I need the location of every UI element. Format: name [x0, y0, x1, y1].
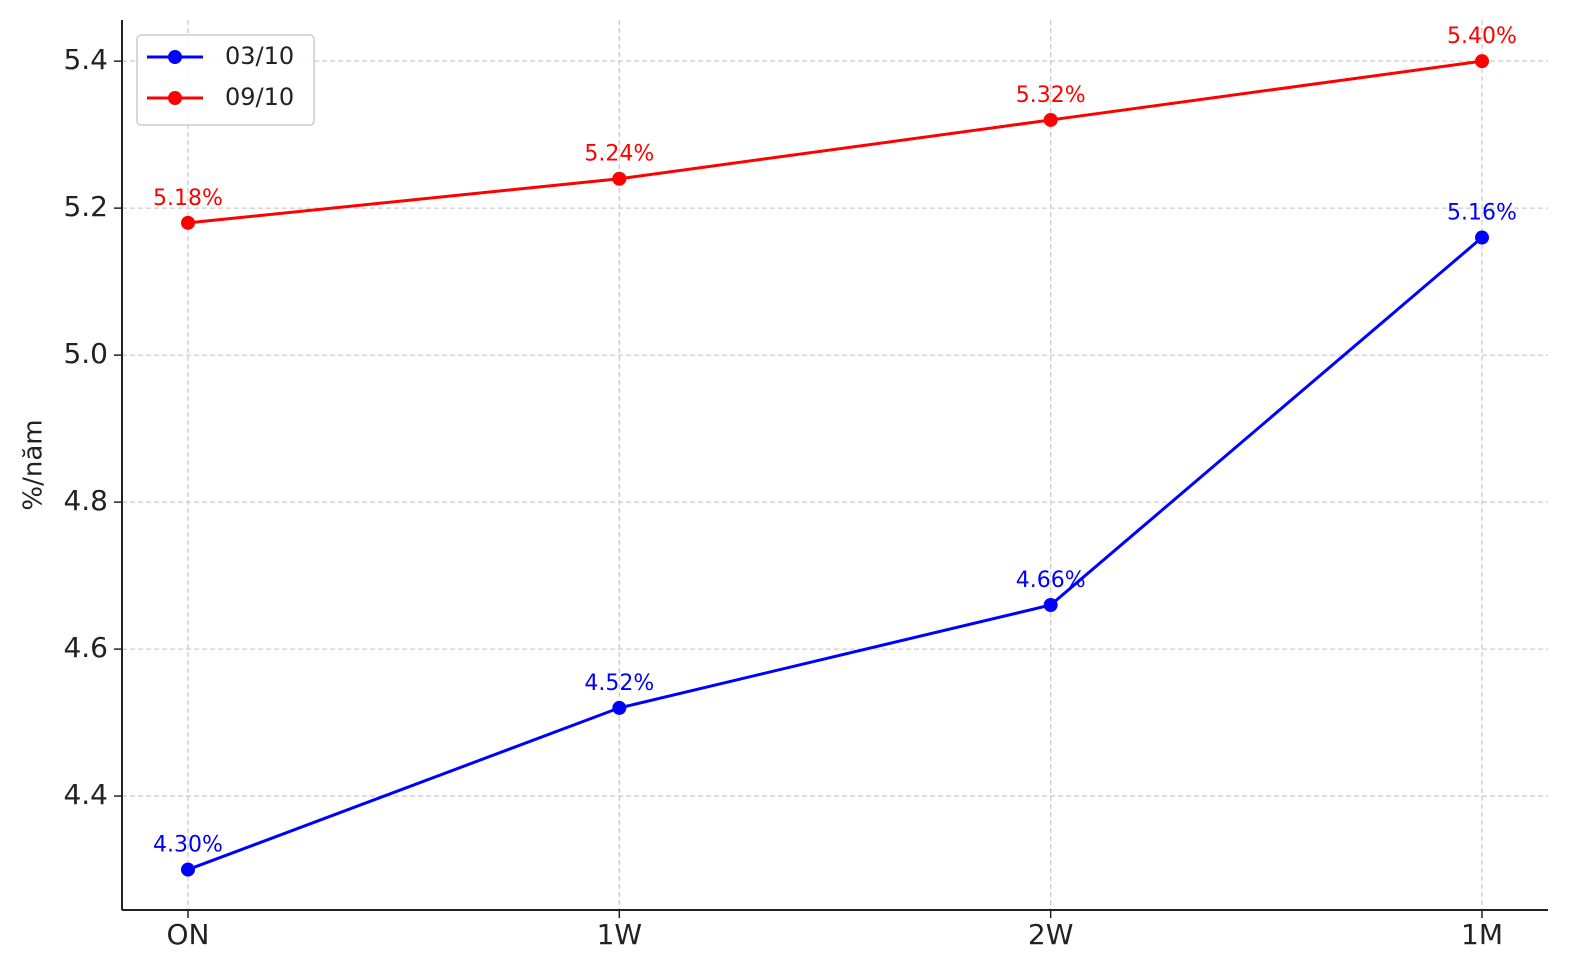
point	[612, 700, 627, 715]
data-label: 5.32%	[1016, 83, 1086, 108]
data-label: 4.30%	[153, 833, 223, 858]
data-label: 5.18%	[153, 186, 223, 211]
point	[180, 862, 195, 877]
data-label: 5.24%	[584, 142, 654, 167]
legend-marker	[168, 50, 182, 64]
y-axis-label: %/năm	[19, 419, 49, 510]
point	[1043, 112, 1058, 127]
data-label: 5.16%	[1447, 201, 1517, 226]
x-tick-label: ON	[167, 918, 210, 951]
y-tick-label: 4.8	[63, 484, 108, 517]
y-tick-label: 4.6	[63, 631, 108, 664]
data-label: 4.52%	[584, 671, 654, 696]
y-tick-label: 4.4	[63, 778, 108, 811]
series-line	[187, 59, 1483, 225]
series-line	[187, 236, 1483, 871]
y-tick-label: 5.0	[63, 337, 108, 370]
legend-label: 03/10	[225, 42, 294, 70]
point	[1475, 230, 1490, 245]
y-tick-label: 5.4	[63, 43, 108, 76]
point	[1043, 598, 1058, 613]
point	[180, 215, 195, 230]
data-label: 4.66%	[1016, 568, 1086, 593]
x-tick-label: 1M	[1461, 918, 1503, 951]
x-tick-label: 2W	[1028, 918, 1074, 951]
point	[1475, 54, 1490, 69]
y-tick-label: 5.2	[63, 190, 108, 223]
grid	[122, 20, 1548, 910]
legend-marker	[168, 91, 182, 105]
data-label: 5.40%	[1447, 24, 1517, 49]
x-tick-label: 1W	[597, 918, 643, 951]
point	[612, 171, 627, 186]
legend-label: 09/10	[225, 83, 294, 111]
